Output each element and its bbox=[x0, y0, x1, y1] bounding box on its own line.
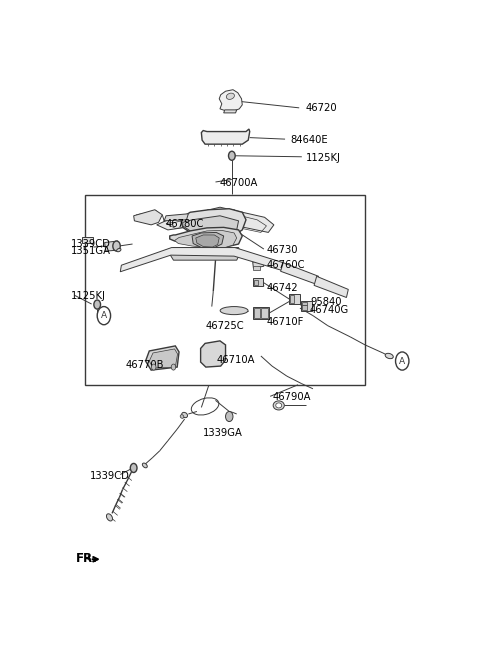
Polygon shape bbox=[192, 233, 224, 248]
Bar bbox=[289, 295, 300, 303]
Polygon shape bbox=[281, 263, 319, 284]
Polygon shape bbox=[181, 209, 246, 239]
Ellipse shape bbox=[143, 463, 147, 468]
Text: 1339GA: 1339GA bbox=[203, 428, 243, 438]
Text: 46710A: 46710A bbox=[216, 354, 255, 365]
Circle shape bbox=[94, 300, 100, 309]
Ellipse shape bbox=[107, 514, 112, 521]
Bar bbox=[261, 308, 268, 318]
Text: FR.: FR. bbox=[76, 552, 97, 565]
Circle shape bbox=[152, 364, 156, 370]
Text: 84640E: 84640E bbox=[290, 135, 328, 145]
Circle shape bbox=[396, 352, 409, 370]
Text: 1339CD: 1339CD bbox=[71, 239, 110, 249]
Text: A: A bbox=[101, 311, 107, 320]
Bar bbox=[85, 195, 365, 385]
Text: 1351GA: 1351GA bbox=[71, 246, 110, 256]
Polygon shape bbox=[133, 210, 162, 225]
Text: 46720: 46720 bbox=[305, 103, 337, 113]
Bar bbox=[301, 301, 312, 310]
Text: 95840: 95840 bbox=[310, 297, 341, 307]
Bar bbox=[253, 307, 269, 319]
Polygon shape bbox=[149, 349, 178, 368]
Circle shape bbox=[228, 151, 235, 160]
Polygon shape bbox=[156, 207, 274, 233]
Ellipse shape bbox=[385, 353, 393, 359]
Circle shape bbox=[171, 364, 176, 370]
Bar bbox=[254, 280, 258, 285]
Ellipse shape bbox=[182, 413, 188, 418]
Text: 46710F: 46710F bbox=[266, 317, 304, 327]
Text: 46730: 46730 bbox=[266, 245, 298, 255]
Circle shape bbox=[130, 464, 137, 472]
Bar bbox=[253, 266, 260, 271]
Text: 1125KJ: 1125KJ bbox=[71, 291, 105, 301]
Bar bbox=[302, 305, 307, 310]
Text: 46780C: 46780C bbox=[166, 219, 204, 229]
Polygon shape bbox=[170, 227, 242, 248]
Polygon shape bbox=[164, 214, 188, 221]
Polygon shape bbox=[170, 248, 240, 260]
Text: 46725C: 46725C bbox=[205, 321, 244, 331]
Text: 1339CD: 1339CD bbox=[90, 471, 130, 481]
Polygon shape bbox=[105, 241, 119, 251]
Polygon shape bbox=[252, 260, 264, 269]
Text: 46760C: 46760C bbox=[266, 260, 305, 271]
Polygon shape bbox=[120, 248, 283, 272]
Circle shape bbox=[97, 307, 110, 325]
Bar bbox=[290, 295, 294, 303]
Polygon shape bbox=[145, 346, 179, 370]
Text: 1125KJ: 1125KJ bbox=[305, 153, 340, 163]
Ellipse shape bbox=[220, 307, 248, 314]
Polygon shape bbox=[201, 341, 226, 367]
Polygon shape bbox=[196, 235, 219, 247]
Polygon shape bbox=[183, 215, 239, 233]
Text: 46790A: 46790A bbox=[273, 392, 312, 402]
Text: 46742: 46742 bbox=[266, 283, 298, 293]
Circle shape bbox=[226, 411, 233, 422]
Ellipse shape bbox=[227, 93, 234, 100]
Polygon shape bbox=[314, 276, 348, 297]
Bar bbox=[252, 278, 263, 286]
Bar bbox=[302, 301, 307, 305]
Ellipse shape bbox=[117, 248, 121, 252]
Bar bbox=[254, 308, 260, 318]
Polygon shape bbox=[175, 231, 237, 249]
Ellipse shape bbox=[273, 401, 284, 410]
Text: 46740G: 46740G bbox=[310, 305, 349, 314]
Bar bbox=[83, 238, 94, 242]
Text: 46770B: 46770B bbox=[125, 360, 164, 370]
Circle shape bbox=[113, 241, 120, 251]
Text: 46700A: 46700A bbox=[220, 178, 258, 188]
Polygon shape bbox=[202, 129, 250, 144]
Ellipse shape bbox=[276, 403, 282, 408]
Text: A: A bbox=[399, 356, 405, 365]
Polygon shape bbox=[219, 90, 242, 111]
Ellipse shape bbox=[180, 415, 184, 419]
Polygon shape bbox=[224, 110, 237, 113]
